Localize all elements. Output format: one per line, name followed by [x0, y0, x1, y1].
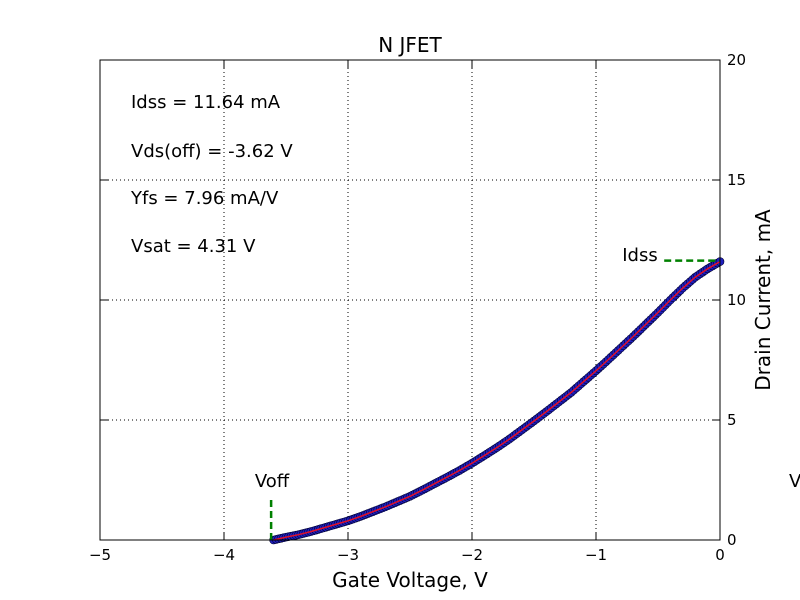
idss-label: Idss: [622, 245, 658, 266]
x-tick-label: 0: [715, 546, 725, 564]
param-vsat: Vsat = 4.31 V: [131, 236, 256, 257]
x-tick-label: −5: [89, 546, 111, 564]
x-tick-label: −2: [461, 546, 483, 564]
clipped-label: V: [789, 471, 800, 492]
x-tick-label: −4: [213, 546, 235, 564]
x-tick-label: −3: [337, 546, 359, 564]
data-series: [269, 257, 725, 545]
param-idss: Idss = 11.64 mA: [131, 92, 281, 113]
voff-label: Voff: [255, 471, 290, 492]
x-tick-label: −1: [585, 546, 607, 564]
grid-lines: [99, 59, 721, 541]
reference-markers: [269, 259, 720, 540]
x-axis-label: Gate Voltage, V: [332, 568, 488, 592]
y-tick-label: 0: [727, 531, 737, 549]
fit-line: [273, 260, 721, 541]
y-tick-label: 5: [727, 411, 737, 429]
chart-title: N JFET: [378, 33, 442, 57]
param-yfs: Yfs = 7.96 mA/V: [130, 188, 279, 209]
y-tick-label: 10: [727, 291, 746, 309]
param-vds-off: Vds(off) = -3.62 V: [131, 141, 293, 162]
y-tick-label: 15: [727, 171, 746, 189]
axis-ticks: −5 −4 −3 −2 −1 00 5 10 15 20: [89, 51, 746, 564]
y-axis-label: Drain Current, mA: [751, 209, 775, 391]
y-tick-label: 20: [727, 51, 746, 69]
